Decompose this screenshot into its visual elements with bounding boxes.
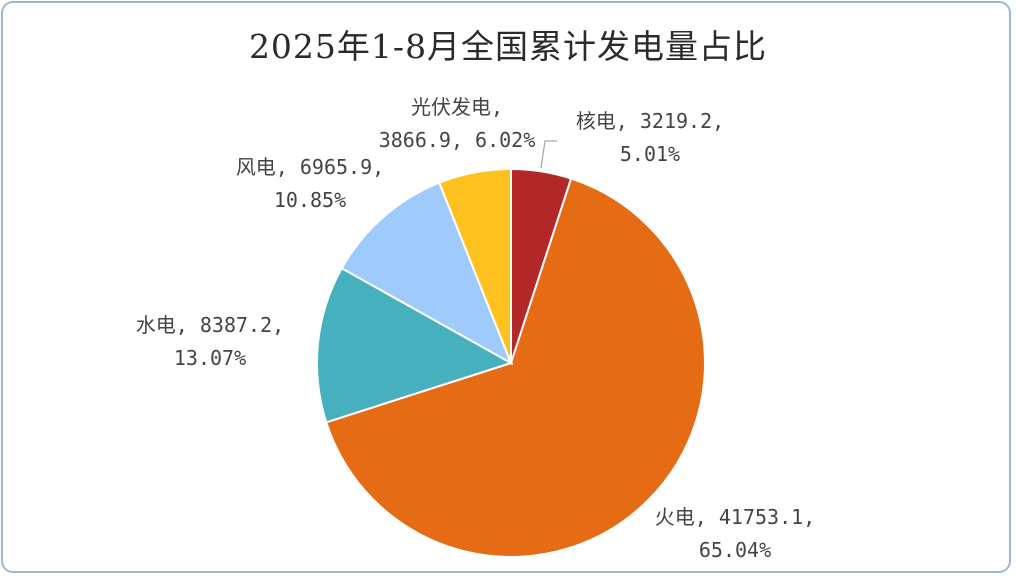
pie-slice-1 bbox=[325, 177, 706, 558]
data-label-line1: 火电, 41753.1, bbox=[655, 505, 815, 529]
data-label-line2: 3866.9, 6.02% bbox=[379, 128, 536, 152]
data-label-line1: 核电, 3219.2, bbox=[576, 109, 724, 133]
chart-title: 2025年1-8月全国累计发电量占比 bbox=[248, 27, 768, 66]
data-label-line1: 光伏发电, bbox=[411, 95, 503, 119]
pie-slice-3 bbox=[340, 181, 513, 366]
data-label-1: 火电, 41753.1, 65.04% bbox=[655, 505, 815, 562]
data-label-3: 风电, 6965.9, 10.85% bbox=[236, 155, 384, 212]
data-label-line2: 65.04% bbox=[699, 538, 771, 562]
data-label-4: 光伏发电, 3866.9, 6.02% bbox=[379, 95, 536, 152]
data-label-line1: 风电, 6965.9, bbox=[236, 155, 384, 179]
data-label-line2: 13.07% bbox=[174, 346, 246, 370]
pie-slice-2 bbox=[316, 266, 514, 424]
data-label-line2: 10.85% bbox=[274, 188, 346, 212]
leader-line-nuclear bbox=[540, 140, 557, 169]
data-label-line1: 水电, 8387.2, bbox=[136, 313, 284, 337]
data-label-line2: 5.01% bbox=[620, 142, 680, 166]
data-label-0: 核电, 3219.2, 5.01% bbox=[576, 109, 724, 166]
data-label-2: 水电, 8387.2, 13.07% bbox=[136, 313, 284, 370]
pie-slice-4 bbox=[438, 167, 512, 364]
